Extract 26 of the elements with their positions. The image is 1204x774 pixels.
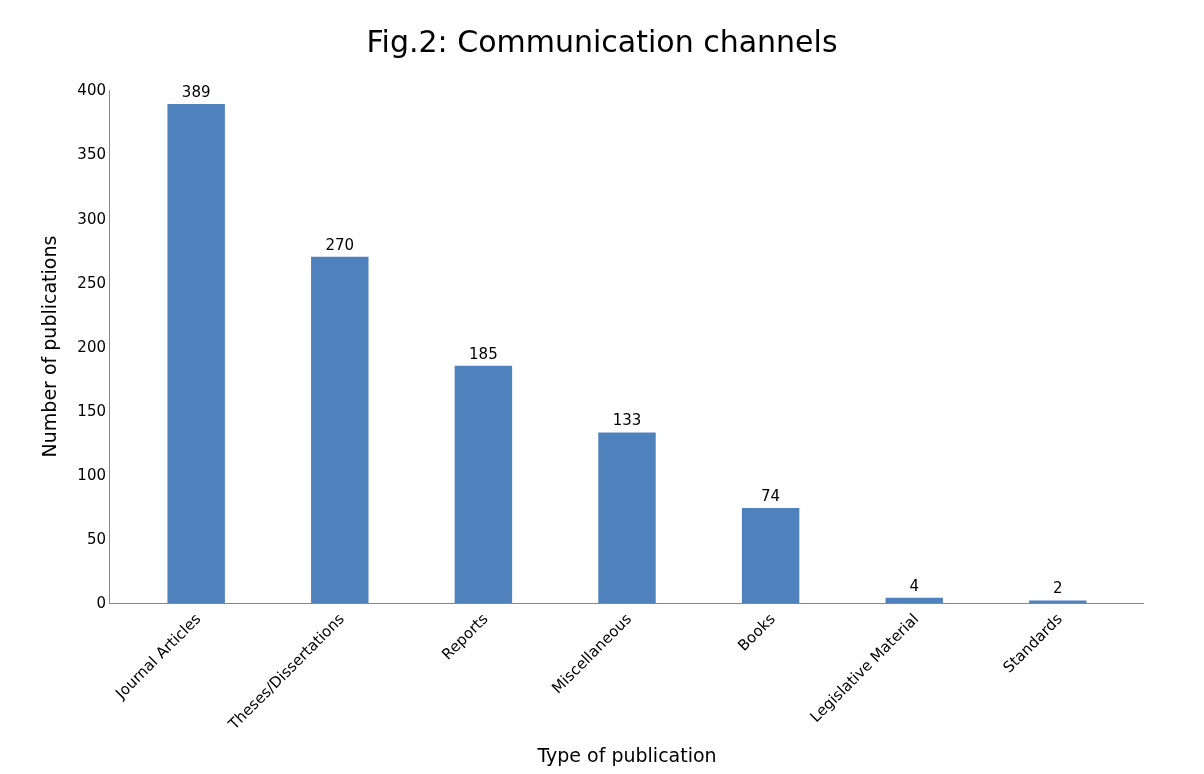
bar xyxy=(1029,600,1087,603)
data-label: 389 xyxy=(181,83,211,102)
y-tick-label: 300 xyxy=(77,209,106,228)
y-tick-label: 250 xyxy=(77,273,106,292)
y-axis-title: Number of publications xyxy=(38,235,61,458)
bar xyxy=(885,597,943,603)
y-tick-label: 400 xyxy=(77,81,106,100)
y-tick-label: 350 xyxy=(77,145,106,164)
bar xyxy=(741,508,800,603)
bar xyxy=(454,365,513,603)
y-tick-label: 0 xyxy=(96,594,106,613)
y-tick-label: 50 xyxy=(86,530,106,549)
data-label: 74 xyxy=(761,487,781,506)
y-tick-label: 200 xyxy=(77,337,106,356)
bar xyxy=(598,432,656,603)
chart-title: Fig.2: Communication channels xyxy=(366,23,838,59)
data-label: 2 xyxy=(1053,579,1063,598)
bar xyxy=(311,256,369,603)
data-label: 270 xyxy=(325,235,355,254)
data-label: 133 xyxy=(612,411,642,430)
y-tick-label: 100 xyxy=(77,466,106,484)
bar xyxy=(167,104,225,603)
data-label: 185 xyxy=(469,344,498,363)
x-axis-title: Type of publication xyxy=(536,743,717,766)
data-label: 4 xyxy=(909,576,919,595)
y-tick-label: 150 xyxy=(77,401,106,420)
